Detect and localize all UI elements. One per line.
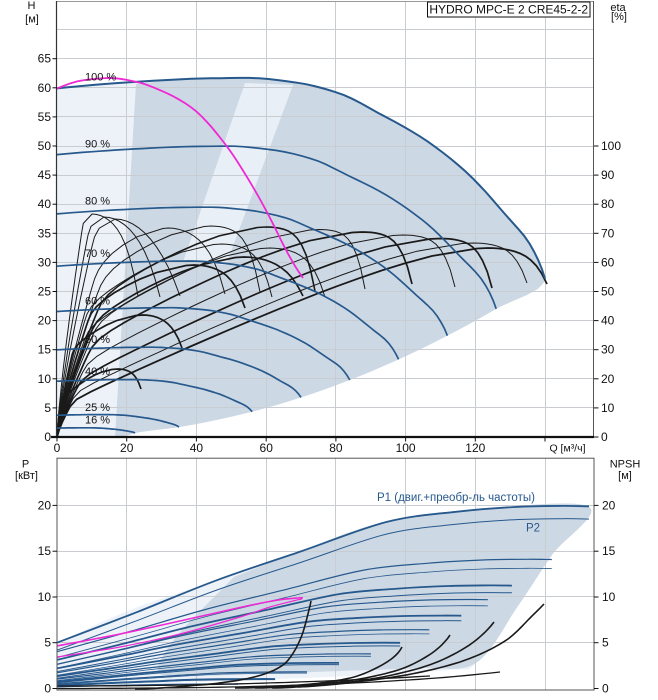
- svg-text:5: 5: [602, 636, 609, 650]
- svg-text:50 %: 50 %: [85, 334, 110, 346]
- svg-text:20: 20: [38, 314, 52, 328]
- svg-text:10: 10: [601, 401, 615, 415]
- svg-text:50: 50: [38, 139, 52, 153]
- svg-text:90 %: 90 %: [85, 139, 110, 151]
- svg-text:0: 0: [44, 682, 51, 696]
- svg-text:70 %: 70 %: [85, 248, 110, 260]
- svg-text:80: 80: [329, 441, 343, 455]
- svg-text:[м]: [м]: [25, 14, 39, 26]
- svg-text:55: 55: [38, 110, 52, 124]
- svg-text:60: 60: [601, 255, 615, 269]
- svg-text:0: 0: [44, 430, 51, 444]
- svg-text:P: P: [22, 459, 29, 471]
- svg-text:[%]: [%]: [611, 11, 627, 23]
- svg-text:90: 90: [601, 168, 615, 182]
- svg-text:eta: eta: [610, 2, 626, 14]
- svg-text:40: 40: [601, 314, 615, 328]
- svg-text:Q [м³/ч]: Q [м³/ч]: [549, 443, 585, 455]
- svg-text:0: 0: [601, 430, 608, 444]
- svg-text:100 %: 100 %: [85, 72, 116, 84]
- svg-text:16 %: 16 %: [85, 415, 110, 427]
- svg-text:30: 30: [38, 255, 52, 269]
- svg-text:10: 10: [602, 590, 616, 604]
- svg-text:15: 15: [602, 544, 616, 558]
- svg-text:65: 65: [38, 52, 52, 66]
- svg-text:30: 30: [601, 343, 615, 357]
- svg-text:35: 35: [38, 226, 52, 240]
- svg-text:20: 20: [120, 441, 134, 455]
- svg-text:HYDRO MPC-E 2 CRE45-2-2: HYDRO MPC-E 2 CRE45-2-2: [429, 3, 588, 17]
- svg-text:20: 20: [601, 372, 615, 386]
- svg-text:P1 (двиг.+преобр-ль частоты): P1 (двиг.+преобр-ль частоты): [377, 492, 535, 504]
- svg-text:5: 5: [44, 636, 51, 650]
- svg-text:100: 100: [601, 139, 621, 153]
- svg-text:60: 60: [38, 81, 52, 95]
- svg-text:70: 70: [601, 226, 615, 240]
- svg-text:25 %: 25 %: [85, 402, 110, 414]
- svg-text:0: 0: [602, 682, 609, 696]
- svg-text:0: 0: [54, 441, 61, 455]
- svg-text:5: 5: [44, 401, 51, 415]
- svg-text:P2: P2: [526, 523, 540, 535]
- svg-text:H: H: [28, 0, 36, 12]
- svg-text:20: 20: [38, 498, 52, 512]
- svg-text:80 %: 80 %: [85, 196, 110, 208]
- svg-text:15: 15: [38, 343, 52, 357]
- svg-text:120: 120: [465, 441, 485, 455]
- svg-text:40: 40: [38, 197, 52, 211]
- svg-text:60: 60: [260, 441, 274, 455]
- svg-text:NPSH: NPSH: [610, 459, 641, 471]
- svg-text:80: 80: [601, 197, 615, 211]
- svg-text:100: 100: [396, 441, 416, 455]
- svg-text:25: 25: [38, 285, 52, 299]
- svg-text:[м]: [м]: [618, 470, 632, 482]
- svg-text:45: 45: [38, 168, 52, 182]
- svg-text:20: 20: [602, 498, 616, 512]
- svg-text:60 %: 60 %: [85, 295, 110, 307]
- svg-text:50: 50: [601, 285, 615, 299]
- svg-text:40 %: 40 %: [85, 366, 110, 378]
- svg-text:[кВт]: [кВт]: [15, 470, 38, 482]
- svg-text:15: 15: [38, 544, 52, 558]
- svg-text:10: 10: [38, 372, 52, 386]
- svg-text:10: 10: [38, 590, 52, 604]
- svg-text:40: 40: [190, 441, 204, 455]
